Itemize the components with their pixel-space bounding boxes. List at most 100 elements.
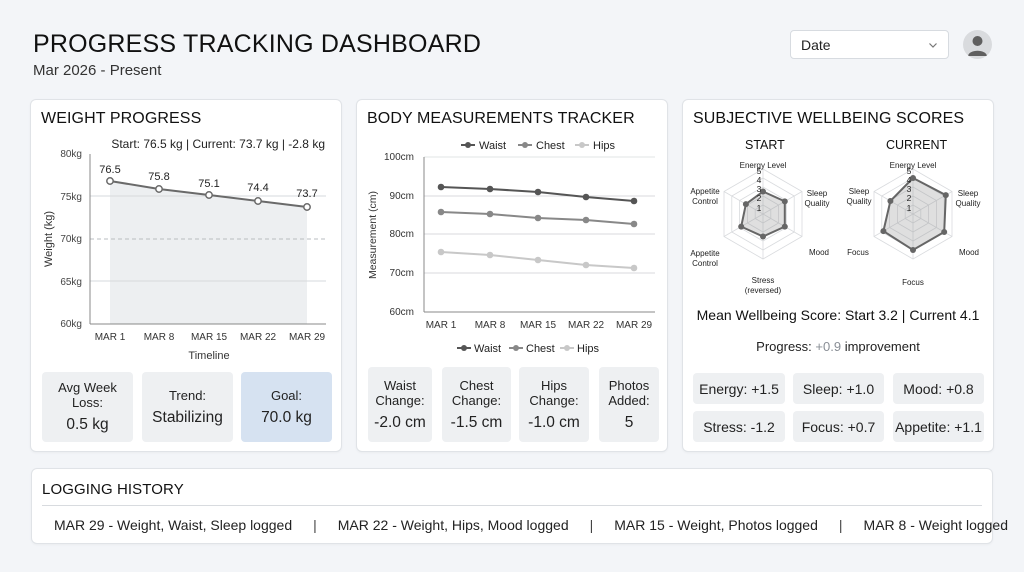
x-tick: MAR 29	[616, 320, 653, 331]
weight-y-axis-label: Weight (kg)	[43, 211, 55, 267]
y-tick-75: 75kg	[60, 192, 82, 203]
hips-change-stat: Hips Change: -1.0 cm	[519, 367, 589, 442]
stress-delta: Stress: -1.2	[693, 411, 785, 442]
waist-points	[437, 183, 638, 205]
x-tick: MAR 29	[289, 332, 326, 343]
history-separator: |	[838, 517, 843, 533]
user-avatar[interactable]	[963, 30, 992, 59]
svg-text:4: 4	[907, 175, 912, 185]
progress-suffix: improvement	[841, 339, 920, 354]
focus-delta: Focus: +0.7	[793, 411, 884, 442]
weight-point	[106, 177, 114, 185]
wellbeing-card: SUBJECTIVE WELLBEING SCORES START CURREN…	[682, 99, 994, 452]
x-tick: MAR 8	[144, 332, 175, 343]
mean-wellbeing-score: Mean Wellbeing Score: Start 3.2 | Curren…	[696, 307, 980, 323]
axis-label: Sleep	[958, 189, 979, 198]
wellbeing-card-title: SUBJECTIVE WELLBEING SCORES	[693, 110, 965, 127]
current-radar-area	[882, 176, 947, 252]
x-tick: MAR 22	[240, 332, 277, 343]
stat-value: Stabilizing	[152, 408, 223, 426]
mood-delta: Mood: +0.8	[893, 373, 984, 404]
svg-text:3: 3	[907, 184, 912, 194]
weight-area-fill	[110, 181, 307, 324]
svg-text:100cm: 100cm	[384, 152, 414, 163]
svg-text:70cm: 70cm	[390, 268, 414, 279]
axis-label: Mood	[809, 248, 829, 257]
svg-text:Waist: Waist	[479, 140, 506, 152]
body-measurements-card: BODY MEASUREMENTS TRACKER Waist Chest Hi…	[356, 99, 668, 452]
axis-label: (reversed)	[745, 286, 782, 295]
svg-text:Waist: Waist	[474, 343, 501, 355]
weight-point	[205, 191, 213, 199]
axis-label: Mood	[959, 248, 979, 257]
axis-label: Appetite	[690, 249, 720, 258]
weight-data-label: 75.1	[198, 178, 219, 190]
energy-delta: Energy: +1.5	[693, 373, 785, 404]
measurements-y-axis-label: Measurement (cm)	[367, 191, 379, 279]
weight-x-axis-label: Timeline	[188, 350, 229, 362]
logging-history-title: LOGGING HISTORY	[42, 481, 184, 498]
history-divider	[42, 505, 982, 506]
start-radar-area	[740, 190, 786, 238]
axis-label: Sleep	[849, 187, 870, 196]
stat-label: Change:	[451, 392, 502, 408]
stat-label: Added:	[608, 392, 650, 408]
y-tick-60: 60kg	[60, 319, 82, 330]
weight-point	[303, 203, 311, 211]
history-entry[interactable]: MAR 22 - Weight, Hips, Mood logged	[337, 517, 569, 533]
weight-data-label: 75.8	[148, 171, 169, 183]
axis-label: Quality	[847, 197, 872, 206]
date-select-value: Date	[801, 36, 831, 53]
stat-label: Change:	[529, 392, 579, 408]
weight-point	[254, 197, 262, 205]
weight-point	[155, 185, 163, 193]
svg-text:Chest: Chest	[526, 343, 555, 355]
x-tick: MAR 1	[426, 320, 457, 331]
measurements-legend-bottom: Waist Chest Hips	[457, 343, 600, 355]
progress-text: Progress: +0.9 improvement	[683, 339, 993, 354]
goal-stat: Goal: 70.0 kg	[241, 372, 332, 442]
history-separator: |	[313, 517, 317, 533]
history-entry[interactable]: MAR 29 - Weight, Waist, Sleep logged	[54, 517, 293, 533]
svg-text:5: 5	[757, 166, 762, 176]
stat-value: 5	[624, 413, 634, 431]
chevron-down-icon	[929, 42, 937, 48]
stat-label: Change:	[375, 392, 425, 408]
date-sort-select[interactable]: Date	[790, 30, 949, 59]
axis-label: Sleep	[807, 189, 828, 198]
measurements-chart: Waist Chest Hips 100cm 90cm 80cm 70cm 60…	[367, 140, 655, 355]
hips-points	[437, 248, 638, 272]
photos-added-stat: Photos Added: 5	[599, 367, 659, 442]
stat-label: Avg Week Loss:	[58, 380, 117, 410]
axis-label: Appetite	[690, 187, 720, 196]
svg-text:3: 3	[757, 184, 762, 194]
weight-summary: Start: 76.5 kg | Current: 73.7 kg | -2.8…	[111, 137, 325, 151]
weight-progress-card: WEIGHT PROGRESS Start: 76.5 kg | Current…	[30, 99, 342, 452]
chest-change-stat: Chest Change: -1.5 cm	[442, 367, 511, 442]
chest-points	[437, 208, 638, 228]
x-tick: MAR 22	[568, 320, 605, 331]
x-tick: MAR 8	[475, 320, 506, 331]
svg-text:1: 1	[907, 203, 912, 213]
logging-history-card: LOGGING HISTORY MAR 29 - Weight, Waist, …	[31, 468, 1008, 544]
x-tick: MAR 1	[95, 332, 126, 343]
axis-label: Focus	[847, 248, 869, 257]
svg-text:1: 1	[757, 203, 762, 213]
history-entry[interactable]: MAR 8 - Weight logged	[863, 517, 1009, 533]
history-entries: MAR 29 - Weight, Waist, Sleep logged | M…	[54, 517, 1008, 533]
trend-stat: Trend: Stabilizing	[142, 372, 233, 442]
svg-text:Chest: Chest	[536, 140, 565, 152]
weight-data-label: 74.4	[247, 182, 268, 194]
history-separator: |	[589, 517, 594, 533]
user-avatar-icon	[968, 36, 987, 56]
stat-label: Chest	[459, 377, 494, 393]
stat-label: Waist	[383, 377, 417, 393]
appetite-delta: Appetite: +1.1	[893, 411, 984, 442]
history-entry[interactable]: MAR 15 - Weight, Photos logged	[614, 517, 818, 533]
svg-text:60cm: 60cm	[390, 307, 414, 318]
progress-value: +0.9	[815, 339, 842, 354]
stat-label: Hips	[540, 377, 567, 393]
y-tick-70: 70kg	[60, 234, 82, 245]
measurements-card-title: BODY MEASUREMENTS TRACKER	[367, 110, 635, 127]
